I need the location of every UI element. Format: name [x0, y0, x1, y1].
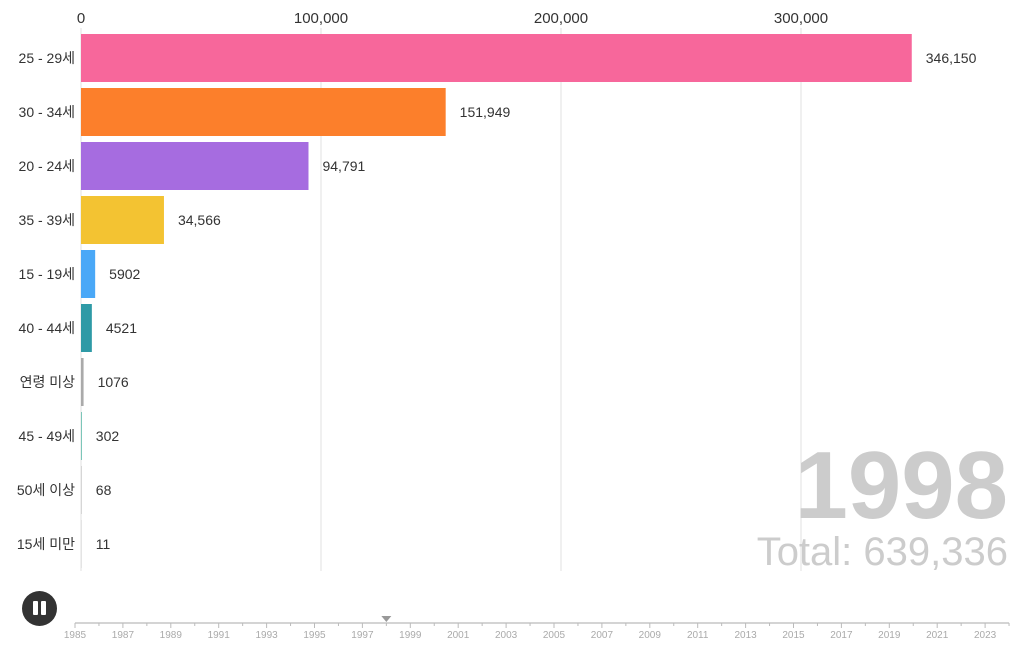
x-tick-label: 200,000	[534, 10, 588, 27]
timeline-year-label: 2007	[591, 630, 614, 641]
bar	[81, 34, 912, 82]
bar	[81, 250, 96, 298]
category-label: 35 - 39세	[19, 212, 75, 228]
timeline-year-label: 2019	[878, 630, 901, 641]
bar	[81, 520, 82, 568]
value-label: 302	[96, 428, 120, 444]
category-label: 15세 미만	[17, 536, 75, 552]
timeline-year-label: 2013	[734, 630, 757, 641]
pause-icon-bar	[41, 601, 46, 615]
timeline-year-label: 2023	[974, 630, 997, 641]
bar	[81, 196, 164, 244]
category-label: 50세 이상	[17, 482, 75, 498]
value-label: 151,949	[460, 104, 511, 120]
timeline-year-label: 1985	[64, 630, 87, 641]
value-label: 1076	[98, 374, 129, 390]
bar	[81, 304, 92, 352]
category-label: 30 - 34세	[19, 104, 75, 120]
timeline-year-label: 2009	[639, 630, 662, 641]
timeline-year-label: 2001	[447, 630, 470, 641]
current-year: 1998	[794, 432, 1008, 539]
timeline-year-label: 2003	[495, 630, 518, 641]
timeline-year-label: 1987	[112, 630, 135, 641]
timeline-year-label: 1995	[303, 630, 326, 641]
timeline-slider[interactable]: 1985 1987 1989 1991 1993 1995 1997 1999 2001 2003…	[64, 616, 1010, 641]
category-label: 40 - 44세	[19, 320, 75, 336]
timeline-year-label: 2015	[782, 630, 805, 641]
category-label: 25 - 29세	[19, 50, 75, 66]
bar	[81, 142, 309, 190]
value-label: 4521	[106, 320, 137, 336]
category-label: 연령 미상	[20, 374, 76, 390]
timeline-marker-icon[interactable]	[381, 616, 392, 622]
timeline-year-label: 1999	[399, 630, 422, 641]
bar	[81, 358, 84, 406]
x-tick-label: 300,000	[774, 10, 828, 27]
value-label: 94,791	[322, 158, 365, 174]
value-label: 11	[96, 536, 111, 552]
category-label: 20 - 24세	[19, 158, 75, 174]
timeline-year-label: 2005	[543, 630, 566, 641]
timeline-year-label: 1993	[255, 630, 278, 641]
value-label: 346,150	[926, 50, 977, 66]
timeline-year-label: 1989	[160, 630, 183, 641]
bar	[81, 88, 446, 136]
value-label: 5902	[109, 266, 140, 282]
pause-button[interactable]	[22, 591, 57, 626]
timeline-year-label: 2011	[687, 630, 709, 641]
pause-icon	[33, 601, 38, 615]
total-label: Total: 639,336	[757, 530, 1008, 574]
timeline-year-label: 2021	[926, 630, 949, 641]
timeline-year-label: 1997	[351, 630, 374, 641]
value-label: 34,566	[178, 212, 221, 228]
category-label: 45 - 49세	[19, 428, 75, 444]
x-tick-label: 0	[77, 10, 85, 27]
bar	[81, 466, 82, 514]
bar	[81, 412, 82, 460]
timeline-year-label: 1991	[208, 630, 231, 641]
x-tick-label: 100,000	[294, 10, 348, 27]
timeline-year-label: 2017	[830, 630, 853, 641]
category-label: 15 - 19세	[19, 266, 75, 282]
value-label: 68	[96, 482, 112, 498]
